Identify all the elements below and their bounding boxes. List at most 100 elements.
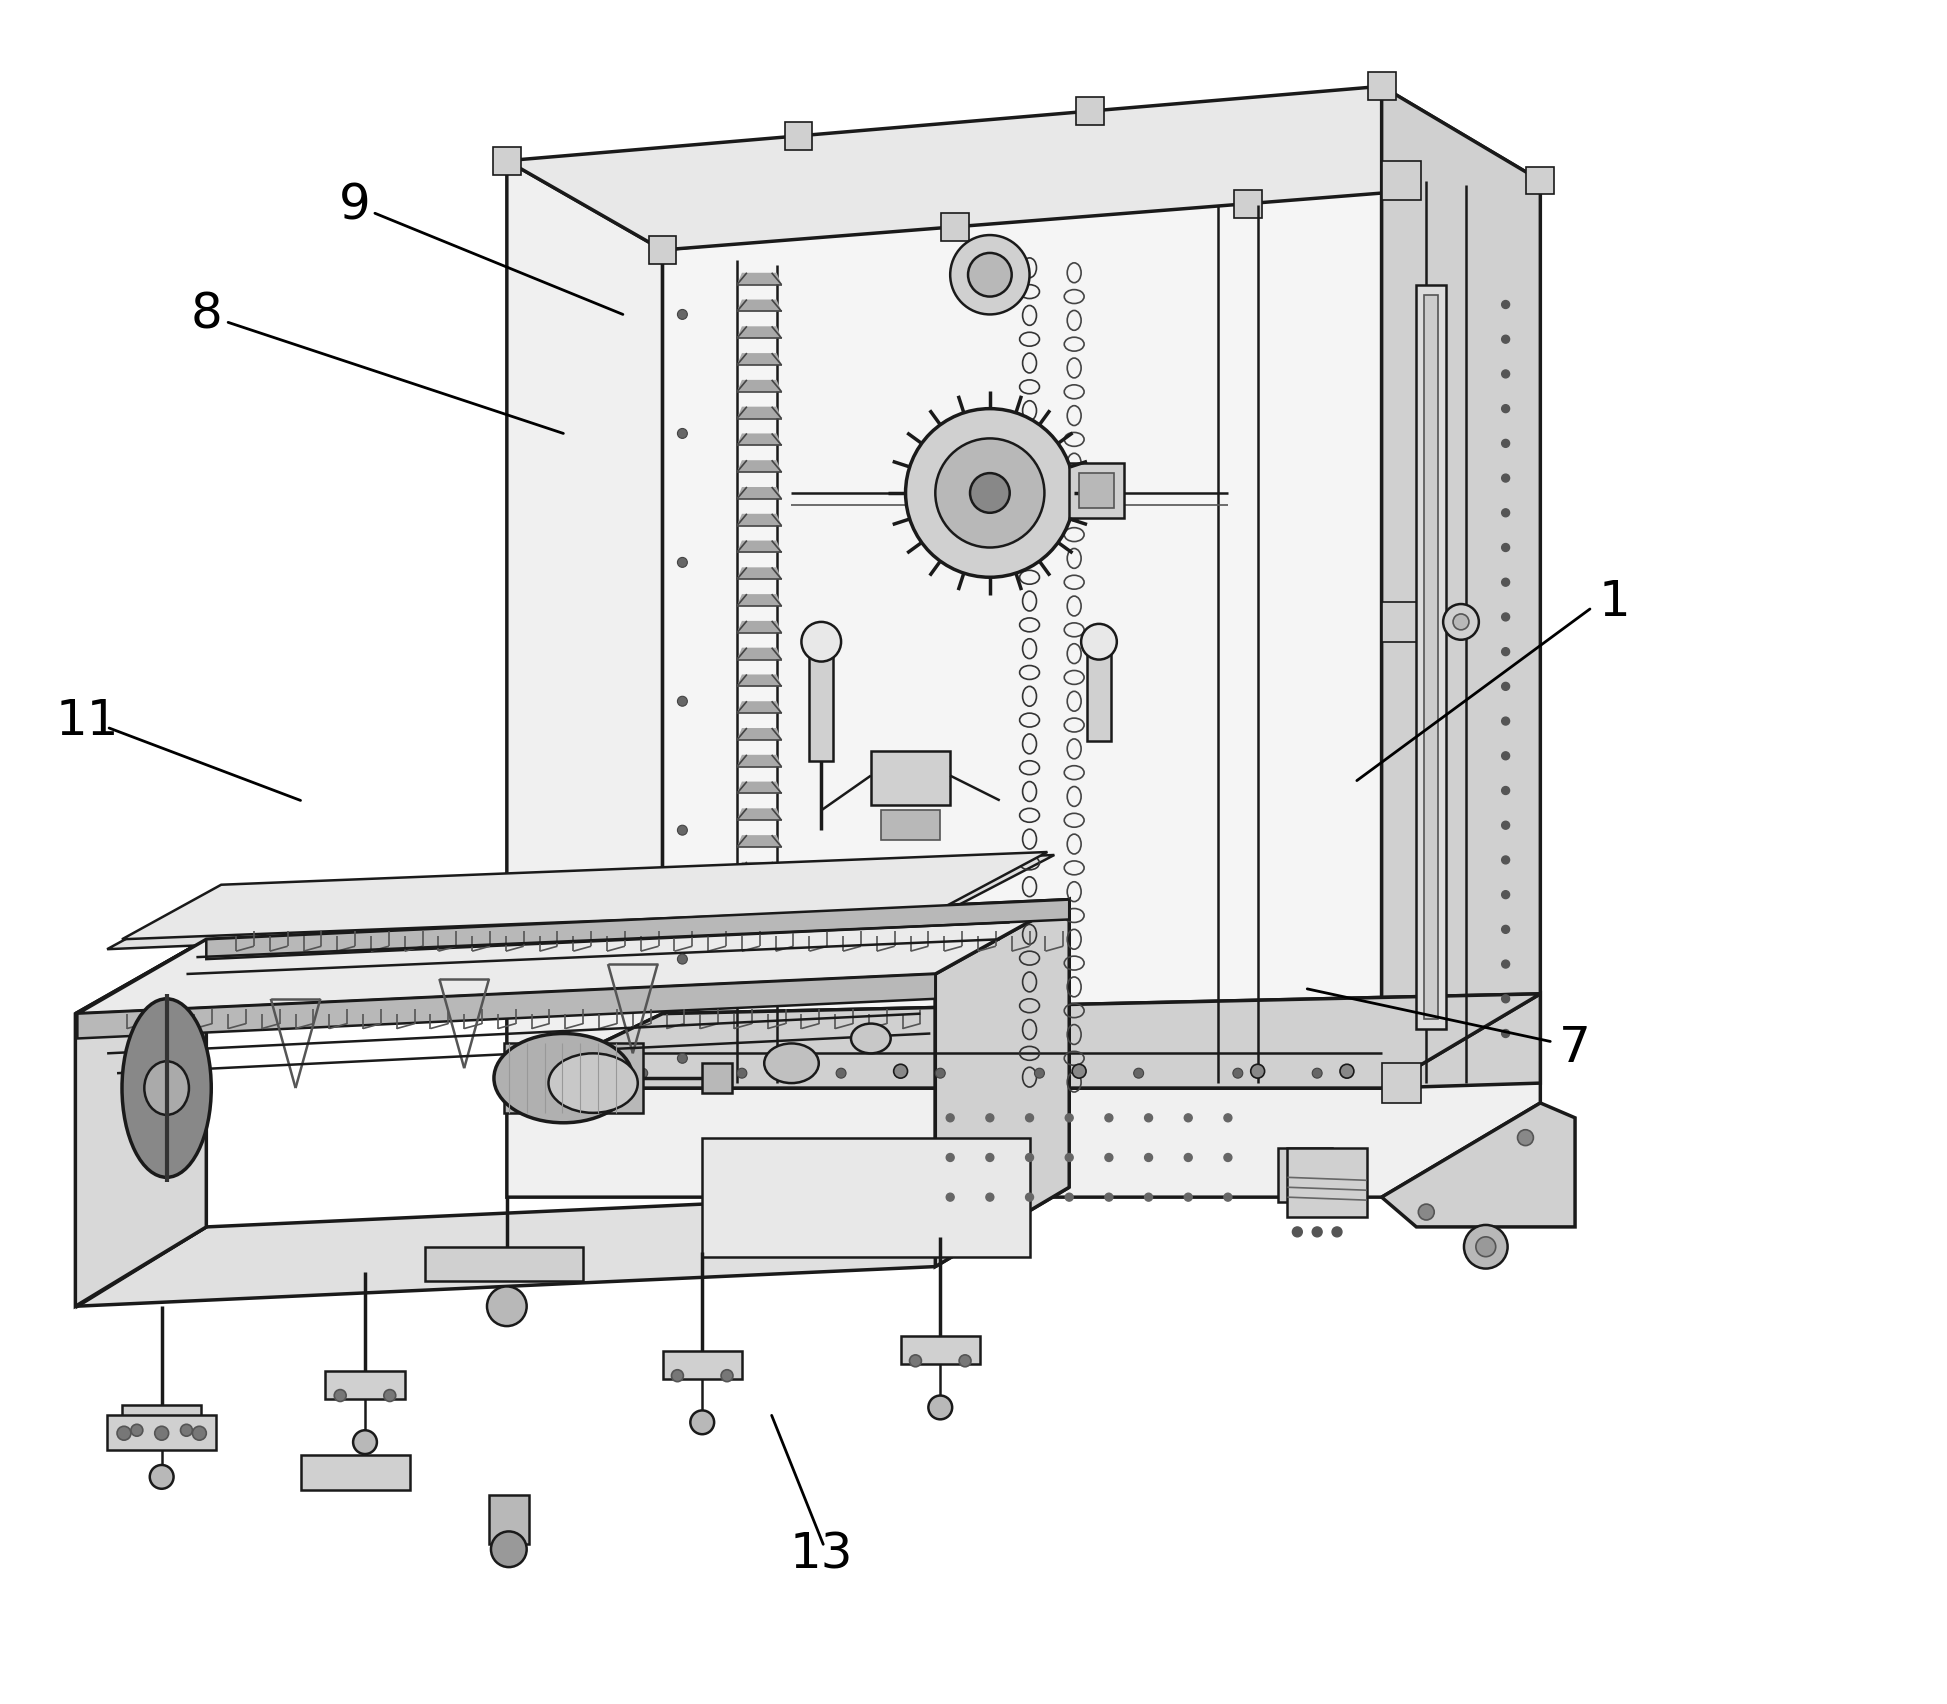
- Circle shape: [1026, 1114, 1034, 1121]
- Circle shape: [384, 1389, 395, 1401]
- Circle shape: [1501, 404, 1509, 412]
- Bar: [107, 1416, 216, 1450]
- Circle shape: [639, 1068, 648, 1079]
- Text: 1: 1: [1598, 578, 1630, 625]
- Ellipse shape: [123, 999, 212, 1177]
- Circle shape: [985, 1154, 993, 1162]
- Circle shape: [1034, 1068, 1044, 1079]
- Bar: [123, 1406, 201, 1433]
- Polygon shape: [76, 1188, 1069, 1307]
- Bar: [1234, 189, 1262, 218]
- Circle shape: [1501, 751, 1509, 760]
- Ellipse shape: [851, 1024, 890, 1053]
- Bar: [1425, 295, 1439, 1019]
- Circle shape: [1026, 1154, 1034, 1162]
- Polygon shape: [738, 648, 781, 659]
- Bar: [1382, 602, 1421, 642]
- Circle shape: [1443, 603, 1480, 639]
- Circle shape: [1104, 1154, 1114, 1162]
- Circle shape: [1501, 855, 1509, 864]
- Circle shape: [1232, 1068, 1242, 1079]
- Circle shape: [1501, 1029, 1509, 1038]
- Polygon shape: [738, 862, 781, 874]
- Circle shape: [678, 697, 687, 705]
- Circle shape: [1476, 1237, 1495, 1256]
- Circle shape: [1293, 1227, 1303, 1237]
- Polygon shape: [76, 939, 206, 1307]
- Bar: [1415, 285, 1447, 1029]
- Circle shape: [950, 235, 1030, 315]
- Circle shape: [1073, 1065, 1086, 1079]
- Polygon shape: [506, 993, 1540, 1089]
- Circle shape: [1501, 995, 1509, 1002]
- Polygon shape: [738, 782, 781, 794]
- Text: 9: 9: [339, 181, 372, 230]
- Circle shape: [1184, 1154, 1192, 1162]
- Circle shape: [117, 1426, 130, 1440]
- Polygon shape: [206, 900, 1069, 959]
- Circle shape: [720, 1370, 732, 1382]
- Circle shape: [1184, 1193, 1192, 1201]
- Circle shape: [835, 1068, 847, 1079]
- Polygon shape: [506, 160, 662, 1089]
- Bar: [1287, 1147, 1367, 1217]
- Circle shape: [678, 954, 687, 964]
- Circle shape: [1501, 648, 1509, 656]
- Circle shape: [935, 438, 1044, 547]
- Circle shape: [1104, 1193, 1114, 1201]
- Circle shape: [1104, 1114, 1114, 1121]
- Bar: [1086, 642, 1112, 741]
- Circle shape: [678, 428, 687, 438]
- Circle shape: [193, 1426, 206, 1440]
- Circle shape: [678, 1053, 687, 1063]
- Polygon shape: [738, 273, 781, 285]
- Circle shape: [1501, 682, 1509, 690]
- Bar: [703, 1063, 732, 1092]
- Circle shape: [1517, 1130, 1534, 1145]
- Polygon shape: [738, 460, 781, 472]
- Polygon shape: [78, 975, 935, 1038]
- Ellipse shape: [549, 1053, 639, 1113]
- Circle shape: [970, 474, 1010, 513]
- Circle shape: [1065, 1154, 1073, 1162]
- Circle shape: [1501, 891, 1509, 898]
- Polygon shape: [506, 87, 1540, 250]
- Circle shape: [929, 1396, 952, 1419]
- Bar: [785, 123, 812, 150]
- Circle shape: [1501, 544, 1509, 552]
- Bar: [1069, 463, 1123, 518]
- Polygon shape: [506, 993, 1540, 1198]
- Circle shape: [1501, 717, 1509, 724]
- Polygon shape: [506, 993, 1540, 1089]
- Polygon shape: [78, 900, 1069, 1014]
- Circle shape: [1133, 1068, 1143, 1079]
- Bar: [1277, 1147, 1332, 1201]
- Ellipse shape: [144, 1062, 189, 1114]
- Bar: [662, 1351, 742, 1379]
- Circle shape: [968, 252, 1012, 296]
- Circle shape: [1501, 300, 1509, 308]
- Polygon shape: [738, 407, 781, 419]
- Circle shape: [1501, 509, 1509, 516]
- Polygon shape: [935, 900, 1069, 1266]
- Circle shape: [1065, 1193, 1073, 1201]
- Ellipse shape: [765, 1043, 820, 1084]
- Polygon shape: [738, 353, 781, 365]
- Circle shape: [935, 1068, 944, 1079]
- Circle shape: [1501, 578, 1509, 586]
- Polygon shape: [424, 1247, 584, 1281]
- Bar: [648, 237, 676, 264]
- Text: 11: 11: [56, 697, 119, 745]
- Bar: [1382, 1063, 1421, 1102]
- Circle shape: [985, 1114, 993, 1121]
- Circle shape: [1312, 1227, 1322, 1237]
- Circle shape: [1501, 925, 1509, 934]
- Polygon shape: [738, 433, 781, 445]
- Bar: [300, 1455, 409, 1489]
- Circle shape: [1145, 1114, 1153, 1121]
- Circle shape: [985, 1193, 993, 1201]
- Polygon shape: [738, 835, 781, 847]
- Ellipse shape: [495, 1034, 633, 1123]
- Polygon shape: [738, 540, 781, 552]
- Bar: [504, 1043, 643, 1113]
